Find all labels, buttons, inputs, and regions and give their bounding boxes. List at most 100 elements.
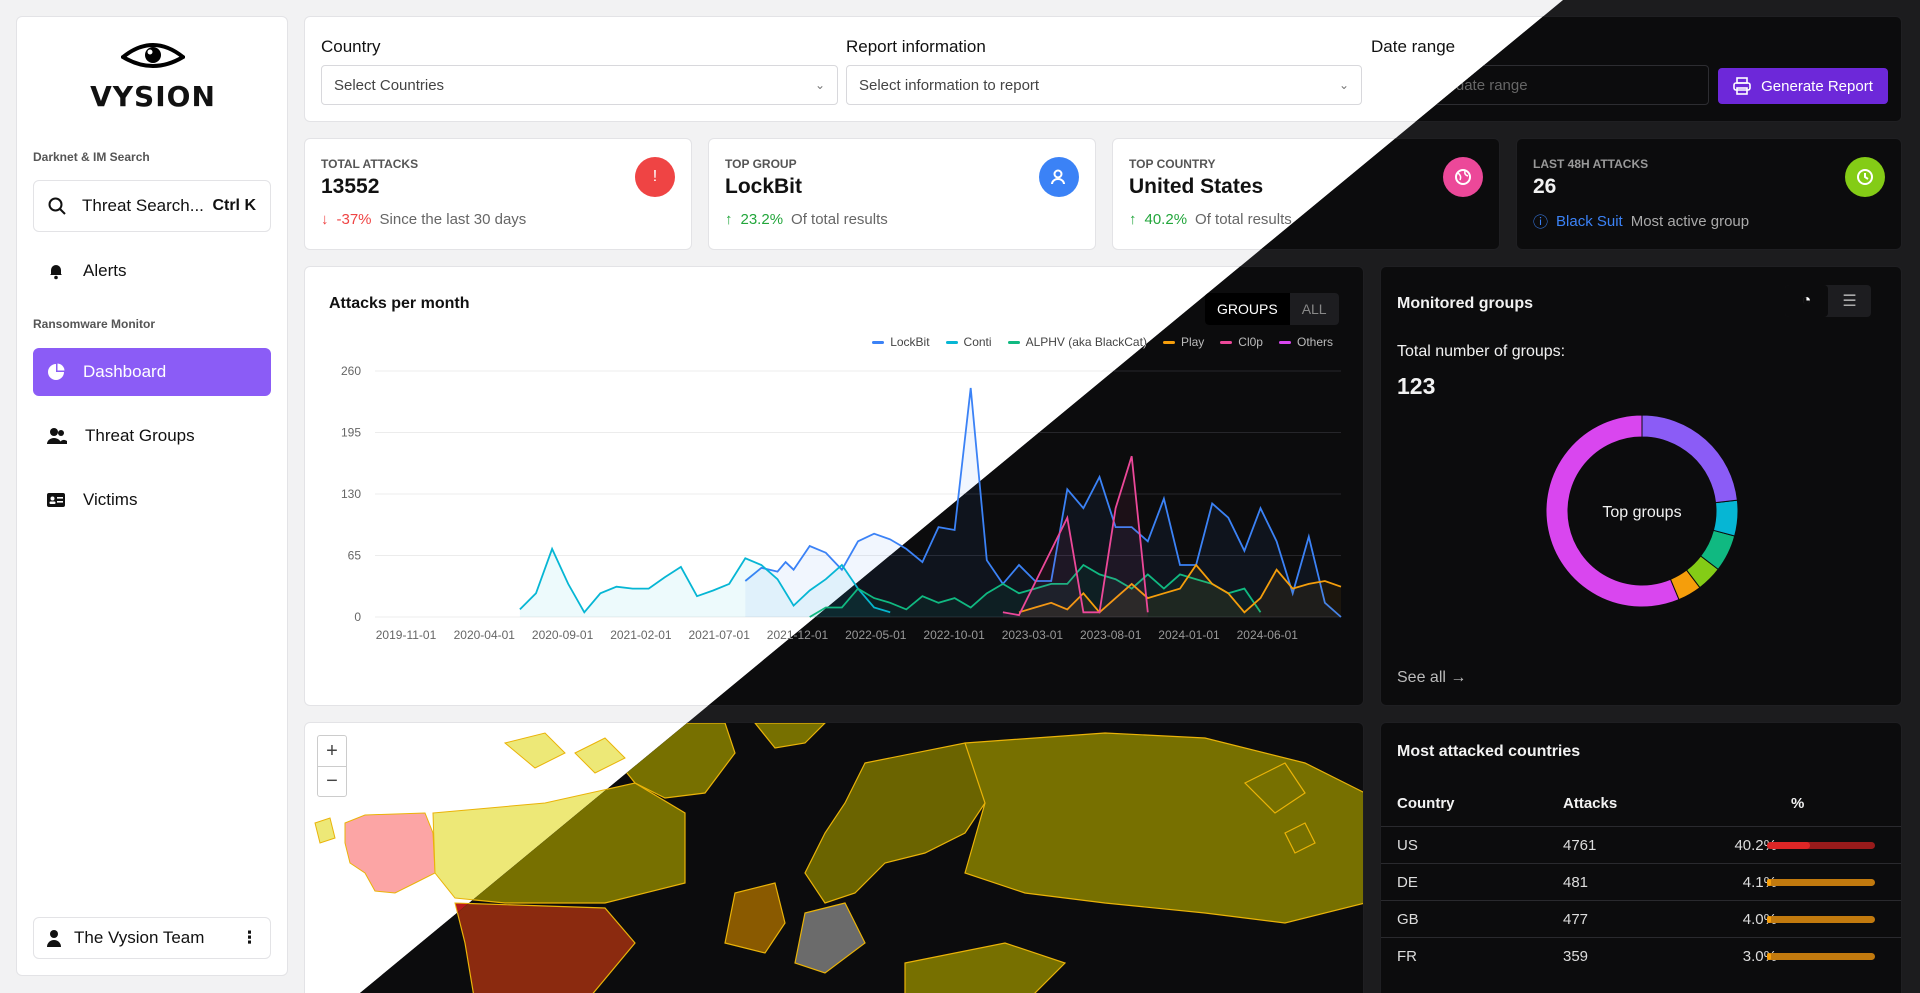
x-tick-label: 2023-08-01 [1080,628,1142,642]
map-region-alaska [344,812,436,894]
x-tick-label: 2020-04-01 [454,628,516,642]
report-info-select[interactable]: Select information to report ⌄ [846,65,1362,105]
vysion-logo[interactable]: VYSION [17,37,289,113]
col-attacks: Attacks [1563,795,1618,812]
stat-top-group: TOP GROUP LockBit ↑ 23.2% Of total results [708,138,1096,250]
x-tick-label: 2019-11-01 [376,628,437,642]
percent-bar [1767,879,1875,886]
country-select[interactable]: Select Countries ⌄ [321,65,838,105]
percent-bar-fill [1767,842,1811,849]
stat-last-48h: LAST 48H ATTACKS 26 ⓘ Black Suit Most acti… [1516,138,1902,250]
chevron-down-icon: ⌄ [814,78,825,92]
legend-label: Others [1296,335,1333,349]
attack-count: 481 [1563,874,1589,891]
country-placeholder: Select Countries [334,76,445,94]
globe-icon [1443,157,1483,197]
attack-percent: 3.0% [1742,948,1777,965]
sidebar-item-label: Dashboard [83,362,167,381]
country-code: FR [1397,948,1417,965]
threat-search-button[interactable]: Threat Search... Ctrl K [33,180,271,232]
attack-count: 4761 [1563,837,1597,854]
series-line-play [1018,563,1342,614]
col-percent: % [1791,795,1805,812]
x-tick-label: 2022-05-01 [845,628,907,642]
donut-slice [1712,499,1739,537]
toggle-all[interactable]: ALL [1301,301,1327,317]
stat-title: LAST 48H ATTACKS [1533,157,1649,171]
series-line-alphv-aka-blackcat- [809,563,1262,618]
attacks-map-dark[interactable] [360,722,1364,993]
sidebar-item-dashboard[interactable]: Dashboard [33,348,271,396]
legend-item[interactable]: ALPHV (aka BlackCat) [1007,335,1147,349]
sidebar-item-label: Alerts [83,261,127,280]
map-region-islands [503,732,626,774]
report-info-label: Report information [846,37,986,56]
report-placeholder: Select information to report [859,76,1040,94]
legend-item[interactable]: Cl0p [1220,335,1263,349]
map-region-west [314,817,336,844]
generate-report-label: Generate Report [1761,77,1873,95]
table-row[interactable]: FR 359 3.0% [1381,938,1901,975]
user-menu[interactable]: The Vysion Team ⋮ [33,917,271,959]
row-divider [1381,937,1901,938]
legend-item[interactable]: Play [1162,335,1204,349]
stat-note: Of total results [791,211,888,228]
table-row[interactable]: US 4761 40.2% [1381,827,1901,864]
legend-label: LockBit [890,335,930,349]
groups-view-toggle: ◔ ☰ [1785,285,1871,317]
more-vertical-icon[interactable]: ⋮ [241,928,258,947]
sidebar-item-threat-groups[interactable]: Threat Groups [33,412,271,460]
see-all-link[interactable]: See all → [1397,669,1466,687]
donut-center-label: Top groups [1602,504,1681,521]
stat-title: TOP GROUP [725,157,797,171]
donut-slice [1641,414,1738,504]
bell-icon [50,265,62,280]
sidebar-item-label: Threat Groups [85,426,195,445]
eye-icon [119,43,187,68]
legend-item[interactable]: LockBit [872,335,930,349]
toggle-groups[interactable]: GROUPS [1205,293,1290,325]
pie-chart-icon [48,363,65,380]
attack-percent: 4.1% [1742,874,1777,891]
id-card-icon [47,493,65,507]
series-area [1002,456,1148,617]
clock-icon [1845,157,1885,197]
map-region-usa [454,902,636,993]
search-icon [48,197,66,215]
table-row[interactable]: GB 477 4.0% [1381,901,1901,938]
zoom-in-button[interactable]: + [326,739,338,762]
series-line-conti [519,546,891,614]
user-icon [47,930,61,947]
alert-circle-icon: ! [635,157,675,197]
legend-item[interactable]: Others [1278,335,1333,349]
legend-item[interactable]: Conti [945,335,992,349]
stat-value: United States [1129,175,1264,198]
x-tick-label: 2021-02-01 [610,628,672,642]
sidebar-item-alerts[interactable]: Alerts [33,247,271,295]
series-area [745,388,1341,617]
stat-title: TOP COUNTRY [1129,157,1216,171]
y-tick-label: 195 [341,426,361,440]
y-tick-label: 260 [341,364,361,378]
table-row[interactable]: DE 481 4.1% [1381,864,1901,901]
legend-label: Cl0p [1238,335,1263,349]
pie-view-icon[interactable]: ◔ [1785,285,1828,317]
country-label: Country [321,37,381,56]
legend-swatch [1278,340,1291,344]
map-region-middle-east [904,942,1067,993]
arrow-up-icon: ↑ [725,211,733,228]
country-code: GB [1397,911,1419,928]
list-view-icon[interactable]: ☰ [1842,293,1857,310]
generate-report-button[interactable]: Generate Report [1718,68,1888,104]
zoom-out-button[interactable]: − [318,766,346,796]
legend-swatch [872,340,885,344]
stat-change: 40.2% [1144,211,1188,228]
col-country: Country [1397,795,1455,812]
groups-total-label: Total number of groups: [1397,343,1566,360]
x-tick-label: 2021-07-01 [689,628,751,642]
sidebar-item-victims[interactable]: Victims [33,476,271,524]
stat-note: Of total results [1195,211,1292,228]
most-active-group-link[interactable]: Black Suit [1556,213,1623,230]
percent-bar-fill [1767,953,1771,960]
monitored-groups-card: Monitored groups ◔ ☰ Total number of gro… [1380,266,1902,706]
